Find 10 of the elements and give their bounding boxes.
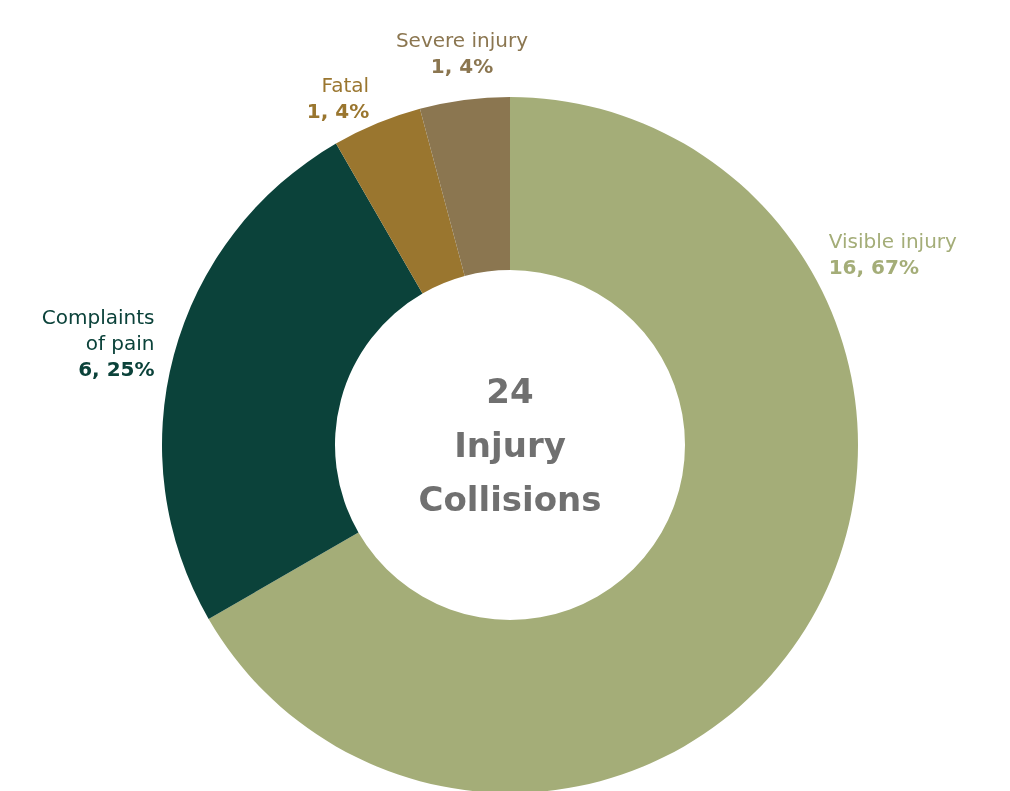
slice-label: Visible injury	[828, 229, 958, 253]
data-label: 1, 4%	[306, 99, 370, 124]
donut-slice	[419, 97, 510, 276]
data-label: 1, 4%	[430, 54, 494, 79]
data-label: 6, 25%	[78, 356, 155, 381]
slice-label: Severe injury	[395, 28, 529, 53]
data-label: 16, 67%	[828, 255, 919, 279]
text: 24 Injury Collisions	[418, 371, 602, 519]
slice-label: Fatal	[321, 73, 370, 98]
slice-label: Complaints of pain	[41, 304, 155, 355]
